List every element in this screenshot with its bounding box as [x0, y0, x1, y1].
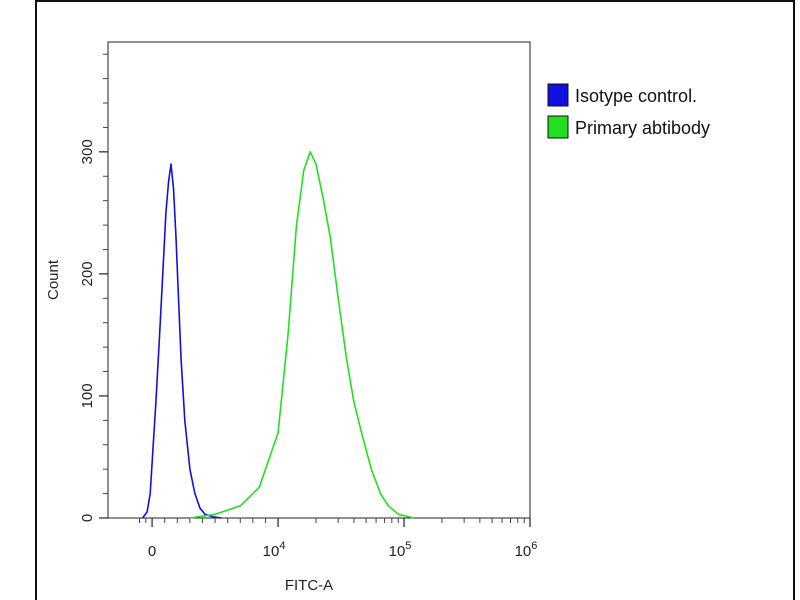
y-tick-label: 0	[79, 514, 96, 522]
legend-label: Isotype control.	[575, 86, 697, 106]
y-tick-label: 300	[79, 139, 96, 164]
y-axis-label: Count	[45, 259, 62, 300]
legend-swatch	[547, 115, 569, 139]
primary-antibody-histogram	[189, 151, 415, 519]
y-tick-label: 100	[79, 383, 96, 408]
x-axis-label: FITC-A	[285, 577, 333, 594]
plot-area	[107, 41, 531, 519]
x-tick-label: 105	[389, 540, 412, 560]
x-tick-label: 104	[263, 540, 286, 560]
y-tick-label: 200	[79, 261, 96, 286]
legend: Isotype control. Primary abtibody	[547, 83, 710, 139]
x-tick-label: 0	[148, 543, 156, 560]
axes: 0 100 200 300 0 104 105 106	[79, 53, 538, 560]
legend-label: Primary abtibody	[575, 118, 710, 138]
x-tick-label: 106	[515, 540, 538, 560]
legend-swatch	[547, 83, 569, 107]
isotype-control-histogram	[141, 163, 222, 519]
series-group	[141, 151, 415, 519]
plot-frame	[107, 41, 531, 519]
